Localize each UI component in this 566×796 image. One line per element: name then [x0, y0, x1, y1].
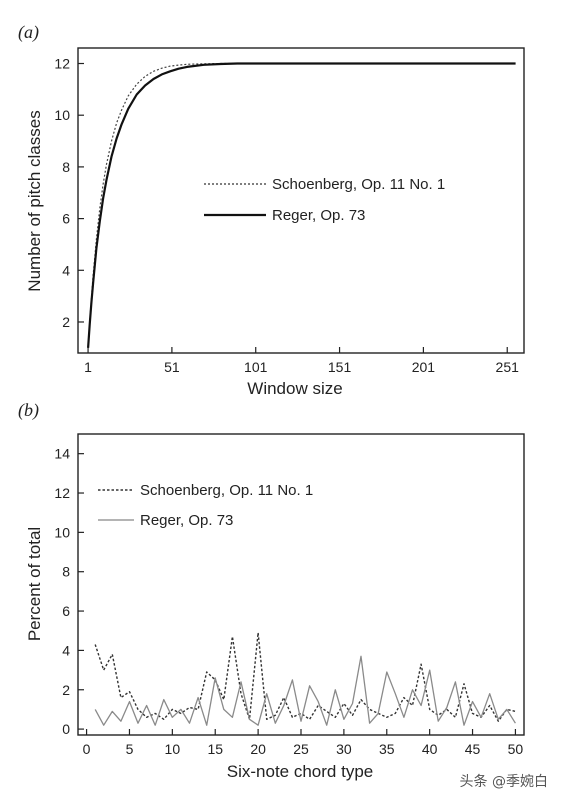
panel-a-legend-schoenberg: Schoenberg, Op. 11 No. 1 [272, 176, 445, 193]
panel-a-x-axis-title: Window size [247, 379, 342, 398]
panel-b-legend-schoenberg: Schoenberg, Op. 11 No. 1 [140, 482, 313, 499]
panel-a-y-tick-label: 10 [54, 107, 70, 123]
panel-b-x-tick-label: 10 [165, 741, 181, 757]
panel-a-x-tick-label: 1 [84, 359, 92, 375]
panel-a-y-tick-label: 8 [62, 159, 70, 175]
panel-b-x-tick-label: 15 [207, 741, 223, 757]
panel-a-label: (a) [18, 22, 39, 43]
panel-b-x-tick-label: 5 [126, 741, 134, 757]
panel-b-ticks: 0 5 10 15 20 25 30 35 40 45 50 0 2 4 6 8 10 12 14 [54, 446, 523, 757]
panel-a-frame [77, 47, 525, 354]
panel-b: (b) 0 5 10 15 20 25 30 35 40 45 50 0 2 4 6 8 10 12 14 Six-… [18, 400, 525, 781]
panel-a-x-tick-label: 51 [164, 359, 180, 375]
panel-b-y-tick-label: 2 [62, 682, 70, 698]
panel-a-legend: Schoenberg, Op. 11 No. 1 Reger, Op. 73 [204, 176, 445, 224]
panel-b-x-tick-label: 40 [422, 741, 438, 757]
panel-b-y-tick-label: 14 [54, 446, 70, 462]
panel-a-x-tick-label: 101 [244, 359, 268, 375]
panel-a-y-axis-title: Number of pitch classes [25, 110, 44, 291]
panel-b-x-tick-label: 30 [336, 741, 352, 757]
panel-a-x-tick-label: 201 [412, 359, 436, 375]
panel-b-x-tick-label: 20 [250, 741, 266, 757]
panel-b-series-line-schoenberg [94, 632, 516, 722]
panel-b-series-line-reger [94, 655, 516, 726]
panel-b-x-tick-label: 25 [293, 741, 309, 757]
panel-b-legend-reger: Reger, Op. 73 [140, 512, 233, 529]
panel-b-x-tick-label: 35 [379, 741, 395, 757]
panel-a-y-tick-label: 12 [54, 56, 70, 72]
panel-b-x-tick-label: 45 [465, 741, 481, 757]
watermark-text: 头条 @季婉白 [460, 773, 548, 790]
panel-b-x-axis-title: Six-note chord type [227, 762, 373, 781]
panel-a-y-tick-label: 2 [62, 314, 70, 330]
panel-b-y-tick-label: 6 [62, 603, 70, 619]
panel-b-x-tick-label: 0 [83, 741, 91, 757]
panel-a-series-line-schoenberg [87, 62, 516, 348]
panel-a-lines [87, 62, 516, 348]
panel-b-label: (b) [18, 400, 39, 421]
panel-b-y-tick-label: 4 [62, 642, 70, 658]
panel-b-lines [94, 632, 516, 726]
panel-b-x-tick-label: 50 [508, 741, 524, 757]
panel-a-legend-reger: Reger, Op. 73 [272, 207, 365, 224]
panel-b-legend: Schoenberg, Op. 11 No. 1 Reger, Op. 73 [98, 482, 313, 529]
panel-a-y-tick-label: 6 [62, 211, 70, 227]
panel-b-y-tick-label: 10 [54, 524, 70, 540]
panel-a-series-line-reger [87, 62, 516, 348]
panel-b-y-axis-title: Percent of total [25, 527, 44, 641]
panel-b-y-tick-label: 8 [62, 564, 70, 580]
panel-b-y-tick-label: 0 [62, 721, 70, 737]
panel-a-x-tick-label: 251 [496, 359, 520, 375]
panel-b-y-tick-label: 12 [54, 485, 70, 501]
panel-a-x-tick-label: 151 [328, 359, 352, 375]
panel-a-y-tick-label: 4 [62, 262, 70, 278]
